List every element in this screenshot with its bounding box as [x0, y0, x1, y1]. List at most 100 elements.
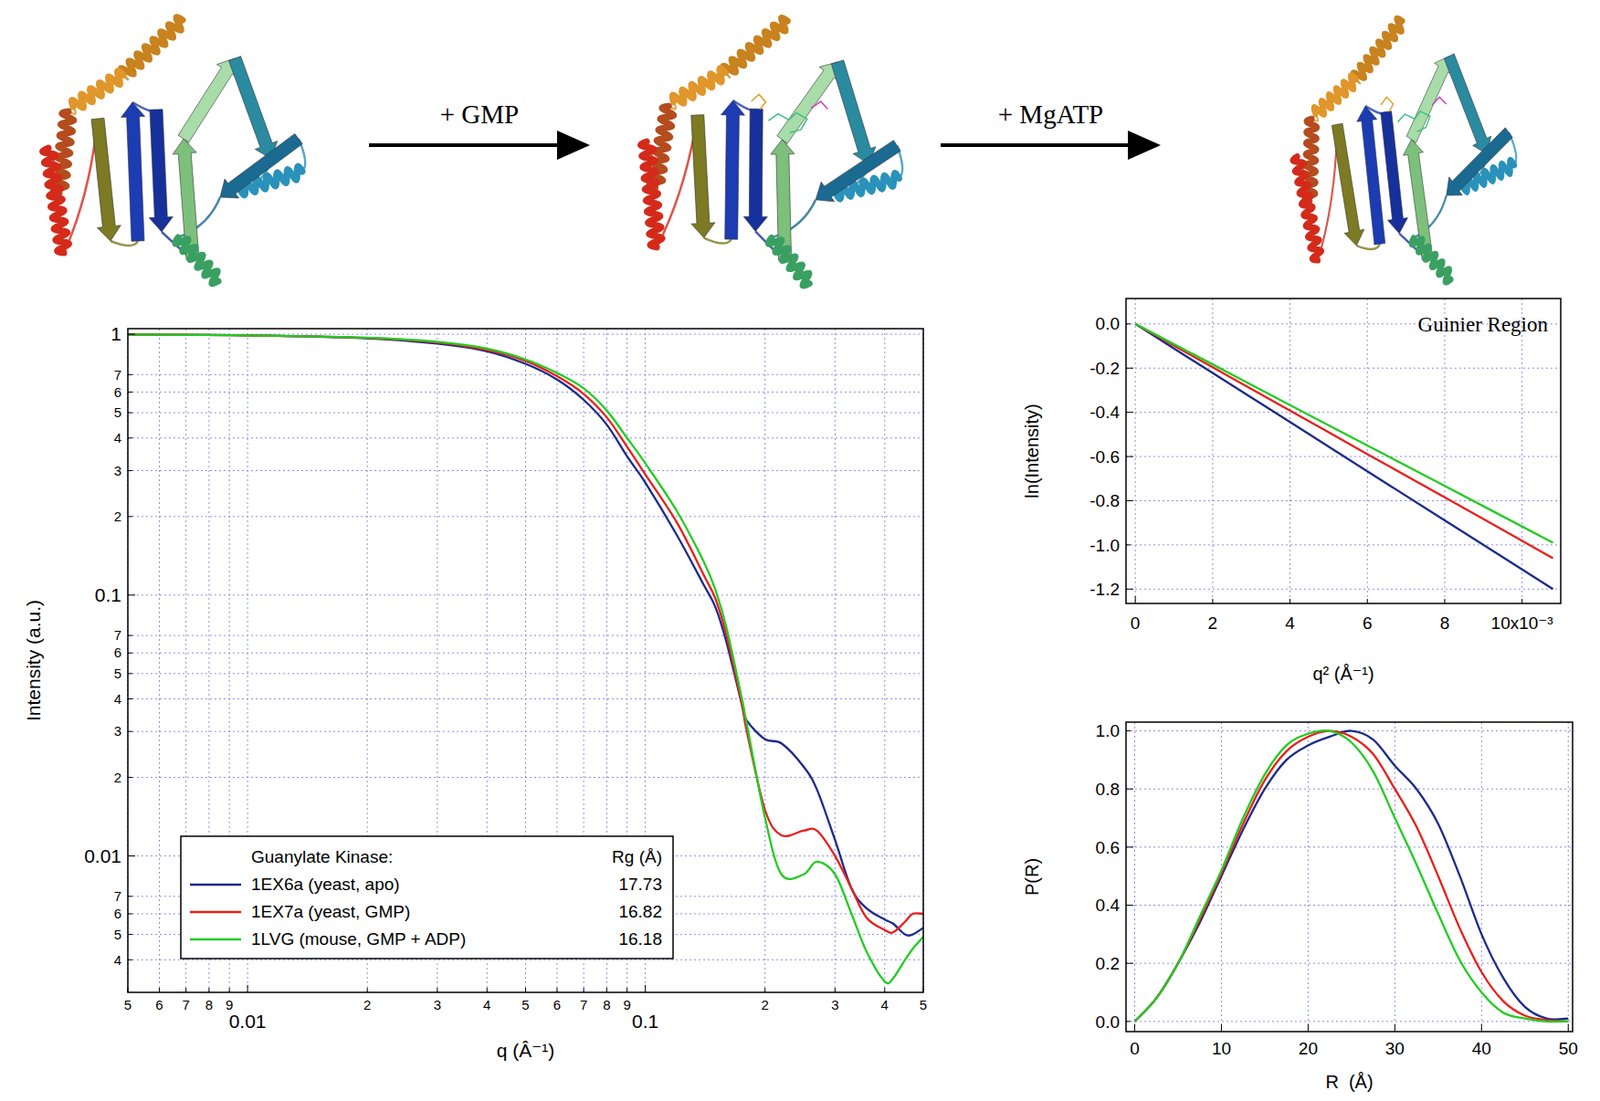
ligand-bonds: [1380, 96, 1395, 113]
helix: [1349, 18, 1407, 80]
grid-line-y: [1126, 544, 1561, 546]
strand: [1443, 51, 1493, 157]
strand: [776, 59, 840, 147]
helix: [1311, 74, 1358, 116]
grid-line-x: [884, 328, 885, 993]
strand: [743, 108, 774, 232]
helix: [1292, 155, 1323, 262]
grid-line-y: [127, 731, 924, 733]
tick-y: [127, 855, 136, 857]
plot-frame: [1126, 298, 1561, 604]
tick-y: [127, 334, 136, 336]
grid-line-y: [1126, 1021, 1573, 1022]
ligand-bonds: [768, 111, 808, 134]
grid-line-y: [1126, 846, 1573, 848]
helix: [42, 147, 70, 253]
tick-y: [1126, 323, 1131, 325]
grid-line-x: [1394, 722, 1396, 1032]
tick-y: [127, 913, 133, 915]
tick-x: [1307, 1024, 1309, 1032]
tick-y: [127, 391, 133, 393]
tick-x: [158, 988, 160, 993]
tick-y: [1126, 411, 1134, 413]
tick-label-y: 0.8: [1095, 779, 1120, 800]
y-axis-title: ln(Intensity): [1021, 403, 1043, 498]
tick-y: [127, 594, 136, 596]
protein-apo: [42, 17, 306, 285]
grid-line-y: [127, 374, 924, 376]
strand: [178, 58, 237, 143]
tick-y: [1126, 1021, 1131, 1022]
tick-y: [1126, 456, 1134, 458]
tick-label-y: 6: [114, 905, 122, 922]
tick-y: [127, 698, 133, 700]
annotation: Guinier Region: [1418, 313, 1549, 337]
tick-y: [1126, 544, 1131, 546]
grid-line-x: [1135, 298, 1137, 604]
helix: [175, 237, 219, 285]
tick-label-y: -0.4: [1089, 402, 1120, 422]
legend-title: Guanylate Kinase:: [251, 847, 393, 867]
grid-line-x: [1211, 298, 1213, 604]
ligand-bonds: [1397, 110, 1432, 133]
legend-value-title: Rg (Å): [611, 847, 663, 867]
tick-label-y: -0.8: [1089, 491, 1120, 511]
grid-line-y: [127, 635, 924, 637]
strand: [121, 102, 146, 242]
tick-label-x: 0.01: [229, 1010, 267, 1032]
tick-y: [127, 470, 133, 472]
plot-background: [1126, 298, 1561, 604]
helix: [120, 17, 183, 75]
tick-label-x: 8: [205, 997, 213, 1013]
tick-x: [1394, 1024, 1396, 1032]
legend-label: 1EX6a (yeast, apo): [251, 874, 400, 895]
tick-y: [127, 777, 133, 779]
tick-label-y: 1: [110, 323, 122, 345]
series-line: [1135, 731, 1569, 1022]
tick-x: [1521, 599, 1523, 604]
tick-y: [127, 635, 133, 637]
tick-label-x: 5: [521, 997, 529, 1013]
x-axis-title: q (Â⁻¹): [496, 1040, 556, 1062]
tick-x: [1568, 1024, 1569, 1032]
tick-label-y: 0.01: [84, 845, 122, 867]
tick-label-x: 6: [1362, 613, 1373, 633]
strand: [1356, 105, 1387, 245]
tick-x: [1289, 599, 1291, 604]
tick-label-x: 10x10⁻³: [1491, 613, 1554, 633]
tick-label-x: 4: [881, 997, 889, 1013]
tick-label-x: 10: [1211, 1039, 1232, 1059]
tick-y: [1126, 589, 1134, 590]
tick-label-y: 5: [114, 665, 122, 682]
grid-line-x: [1289, 298, 1291, 604]
tick-label-y: 3: [114, 463, 122, 479]
tick-label-x: 0: [1130, 613, 1141, 633]
grid-line-x: [764, 328, 766, 993]
tick-label-x: 2: [363, 997, 371, 1013]
legend-swatch: [189, 884, 242, 886]
tick-x: [1443, 599, 1445, 604]
grid-line-y: [127, 673, 924, 674]
grid-line-x: [834, 328, 836, 993]
tick-x: [1134, 1024, 1136, 1032]
chart-1: 0246810x10⁻³0.0-0.2-0.4-0.6-0.8-1.0-1.2q…: [1021, 298, 1561, 685]
grid-line-y: [1126, 368, 1561, 369]
loop: [110, 241, 138, 246]
strand: [826, 59, 881, 165]
tick-x: [127, 988, 129, 993]
tick-y: [1126, 500, 1134, 502]
tick-label-y: 0.1: [94, 584, 122, 606]
tick-y: [1126, 963, 1134, 965]
helix: [71, 71, 124, 109]
tick-label-y: 4: [114, 691, 122, 707]
tick-label-y: 7: [114, 627, 122, 643]
tick-y: [127, 437, 133, 439]
tick-label-y: 0.0: [1095, 314, 1120, 334]
ligand-bonds: [810, 100, 828, 109]
tick-y: [1126, 789, 1134, 790]
tick-x: [1481, 1024, 1483, 1032]
tick-label-x: 2: [761, 997, 769, 1013]
tick-label-x: 8: [602, 997, 611, 1013]
helix: [1410, 235, 1452, 285]
tick-y: [127, 731, 133, 733]
